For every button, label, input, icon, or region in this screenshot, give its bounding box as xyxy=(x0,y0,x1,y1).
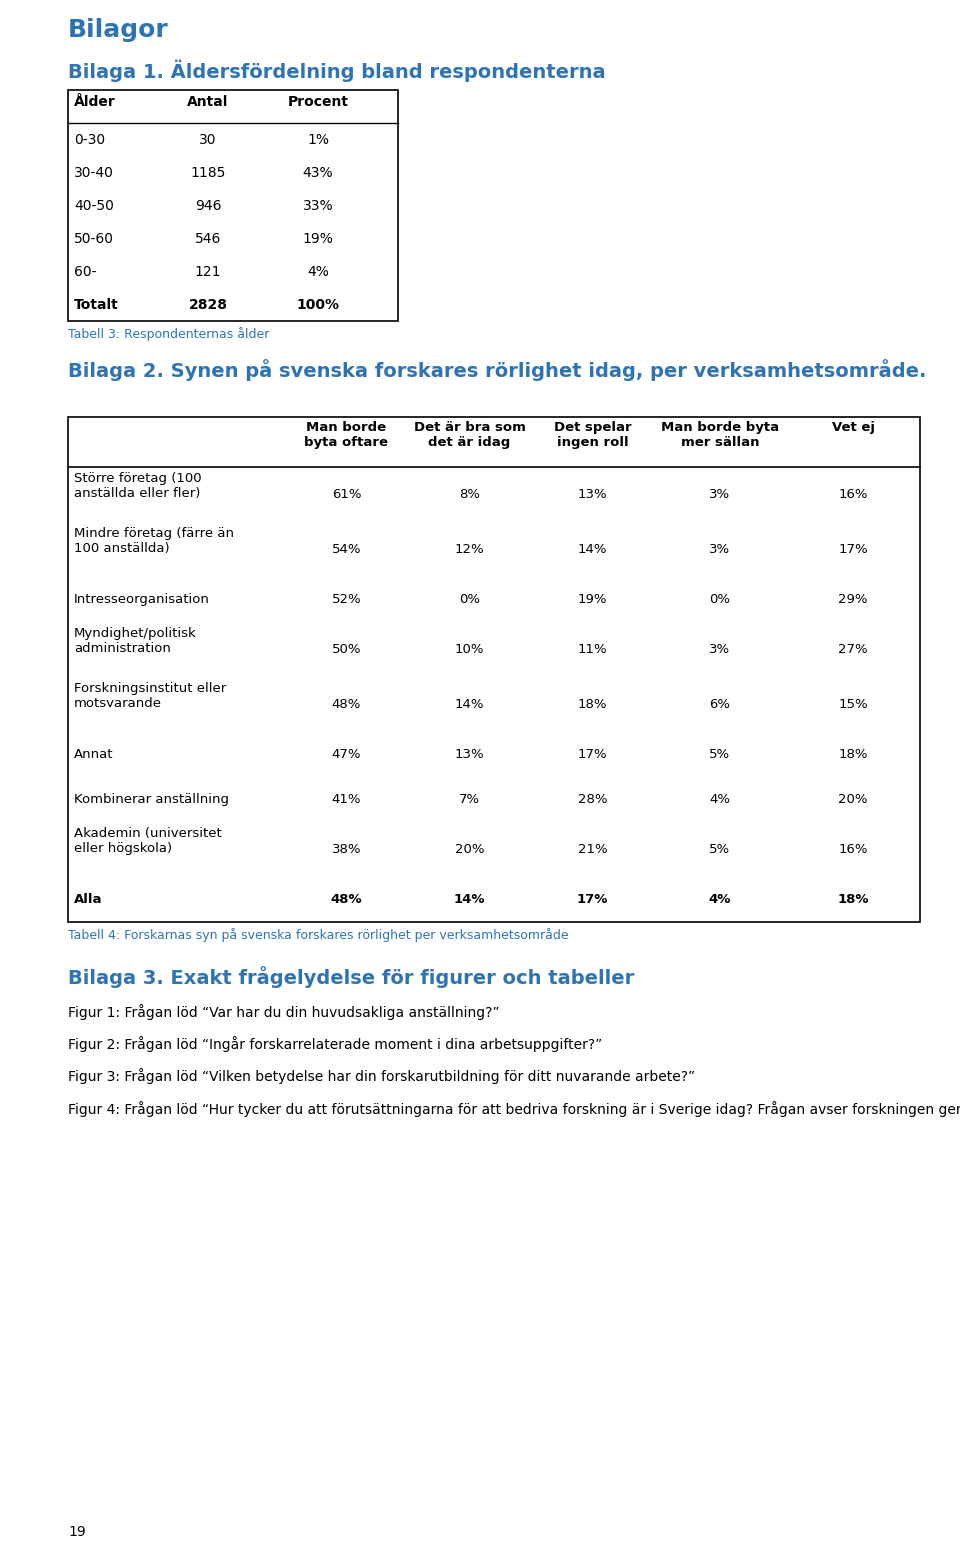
Text: 16%: 16% xyxy=(838,843,868,855)
Text: Figur 4: Frågan löd “Hur tycker du att förutsättningarna för att bedriva forskni: Figur 4: Frågan löd “Hur tycker du att f… xyxy=(68,1101,960,1116)
Text: 8%: 8% xyxy=(459,489,480,501)
Text: 2828: 2828 xyxy=(188,298,228,312)
Text: 18%: 18% xyxy=(838,748,868,762)
Text: Man borde
byta oftare: Man borde byta oftare xyxy=(304,421,389,450)
Text: 48%: 48% xyxy=(330,893,362,905)
Text: 17%: 17% xyxy=(838,543,868,556)
Text: Mindre företag (färre än
100 anställda): Mindre företag (färre än 100 anställda) xyxy=(74,528,234,556)
Text: 16%: 16% xyxy=(838,489,868,501)
Text: Större företag (100
anställda eller fler): Större företag (100 anställda eller fler… xyxy=(74,471,202,500)
Text: Intresseorganisation: Intresseorganisation xyxy=(74,593,210,606)
Text: 1185: 1185 xyxy=(190,165,226,180)
Text: Procent: Procent xyxy=(287,95,348,109)
Text: 30-40: 30-40 xyxy=(74,165,114,180)
Text: 61%: 61% xyxy=(332,489,361,501)
Text: 20%: 20% xyxy=(838,793,868,805)
Text: 14%: 14% xyxy=(455,698,484,710)
Text: 50%: 50% xyxy=(332,643,361,656)
Text: 946: 946 xyxy=(195,198,221,212)
Text: 4%: 4% xyxy=(307,264,329,278)
Text: 33%: 33% xyxy=(302,198,333,212)
Text: 121: 121 xyxy=(195,264,221,278)
Text: 15%: 15% xyxy=(838,698,868,710)
Text: 19%: 19% xyxy=(578,593,608,606)
Text: 21%: 21% xyxy=(578,843,608,855)
Text: Ålder: Ålder xyxy=(74,95,116,109)
Text: Bilaga 2. Synen på svenska forskares rörlighet idag, per verksamhetsområde.: Bilaga 2. Synen på svenska forskares rör… xyxy=(68,359,926,381)
Text: Totalt: Totalt xyxy=(74,298,119,312)
Text: 38%: 38% xyxy=(332,843,361,855)
Text: 14%: 14% xyxy=(454,893,485,905)
Text: 0%: 0% xyxy=(709,593,731,606)
Text: 3%: 3% xyxy=(709,643,731,656)
Text: Det spelar
ingen roll: Det spelar ingen roll xyxy=(554,421,632,450)
Bar xyxy=(68,91,398,322)
Text: Alla: Alla xyxy=(74,893,103,905)
Text: Bilaga 1. Äldersfördelning bland respondenterna: Bilaga 1. Äldersfördelning bland respond… xyxy=(68,59,606,83)
Text: Tabell 4: Forskarnas syn på svenska forskares rörlighet per verksamhetsområde: Tabell 4: Forskarnas syn på svenska fors… xyxy=(68,927,568,941)
Text: 10%: 10% xyxy=(455,643,484,656)
Text: 60-: 60- xyxy=(74,264,97,278)
Text: Bilagor: Bilagor xyxy=(68,19,169,42)
Text: Man borde byta
mer sällan: Man borde byta mer sällan xyxy=(660,421,780,450)
Text: 17%: 17% xyxy=(578,748,608,762)
Text: Akademin (universitet
eller högskola): Akademin (universitet eller högskola) xyxy=(74,827,222,855)
Text: 18%: 18% xyxy=(578,698,608,710)
Text: 41%: 41% xyxy=(332,793,361,805)
Text: 11%: 11% xyxy=(578,643,608,656)
Text: 4%: 4% xyxy=(708,893,732,905)
Text: 1%: 1% xyxy=(307,133,329,147)
Text: Vet ej: Vet ej xyxy=(831,421,875,434)
Text: 28%: 28% xyxy=(578,793,608,805)
Text: 52%: 52% xyxy=(332,593,361,606)
Text: 14%: 14% xyxy=(578,543,608,556)
Text: 43%: 43% xyxy=(302,165,333,180)
Text: 54%: 54% xyxy=(332,543,361,556)
Text: 27%: 27% xyxy=(838,643,868,656)
Text: Kombinerar anställning: Kombinerar anställning xyxy=(74,793,229,805)
Text: 6%: 6% xyxy=(709,698,731,710)
Text: 30: 30 xyxy=(200,133,217,147)
Text: 50-60: 50-60 xyxy=(74,231,114,245)
Text: 100%: 100% xyxy=(297,298,340,312)
Text: Antal: Antal xyxy=(187,95,228,109)
Text: 47%: 47% xyxy=(332,748,361,762)
Text: Bilaga 3. Exakt frågelydelse för figurer och tabeller: Bilaga 3. Exakt frågelydelse för figurer… xyxy=(68,966,635,988)
Text: Figur 3: Frågan löd “Vilken betydelse har din forskarutbildning för ditt nuvaran: Figur 3: Frågan löd “Vilken betydelse ha… xyxy=(68,1068,695,1085)
Text: 48%: 48% xyxy=(332,698,361,710)
Text: 13%: 13% xyxy=(455,748,484,762)
Text: 7%: 7% xyxy=(459,793,480,805)
Text: 4%: 4% xyxy=(709,793,731,805)
Text: 3%: 3% xyxy=(709,489,731,501)
Text: 3%: 3% xyxy=(709,543,731,556)
Text: 13%: 13% xyxy=(578,489,608,501)
Text: Tabell 3: Respondenternas ålder: Tabell 3: Respondenternas ålder xyxy=(68,326,270,340)
Text: Annat: Annat xyxy=(74,748,113,762)
Text: 18%: 18% xyxy=(837,893,869,905)
Text: Figur 2: Frågan löd “Ingår forskarrelaterade moment i dina arbetsuppgifter?”: Figur 2: Frågan löd “Ingår forskarrelate… xyxy=(68,1037,602,1052)
Text: 0-30: 0-30 xyxy=(74,133,106,147)
Text: 19: 19 xyxy=(68,1525,85,1539)
Text: 546: 546 xyxy=(195,231,221,245)
Text: Forskningsinstitut eller
motsvarande: Forskningsinstitut eller motsvarande xyxy=(74,682,227,710)
Text: Figur 1: Frågan löd “Var har du din huvudsakliga anställning?”: Figur 1: Frågan löd “Var har du din huvu… xyxy=(68,1004,499,1019)
Text: 17%: 17% xyxy=(577,893,609,905)
Text: 0%: 0% xyxy=(459,593,480,606)
Bar xyxy=(68,417,920,923)
Text: 5%: 5% xyxy=(709,843,731,855)
Text: 19%: 19% xyxy=(302,231,333,245)
Text: 12%: 12% xyxy=(455,543,484,556)
Text: Myndighet/politisk
administration: Myndighet/politisk administration xyxy=(74,628,197,656)
Text: 29%: 29% xyxy=(838,593,868,606)
Text: 20%: 20% xyxy=(455,843,484,855)
Text: 5%: 5% xyxy=(709,748,731,762)
Text: 40-50: 40-50 xyxy=(74,198,114,212)
Text: Det är bra som
det är idag: Det är bra som det är idag xyxy=(414,421,525,450)
